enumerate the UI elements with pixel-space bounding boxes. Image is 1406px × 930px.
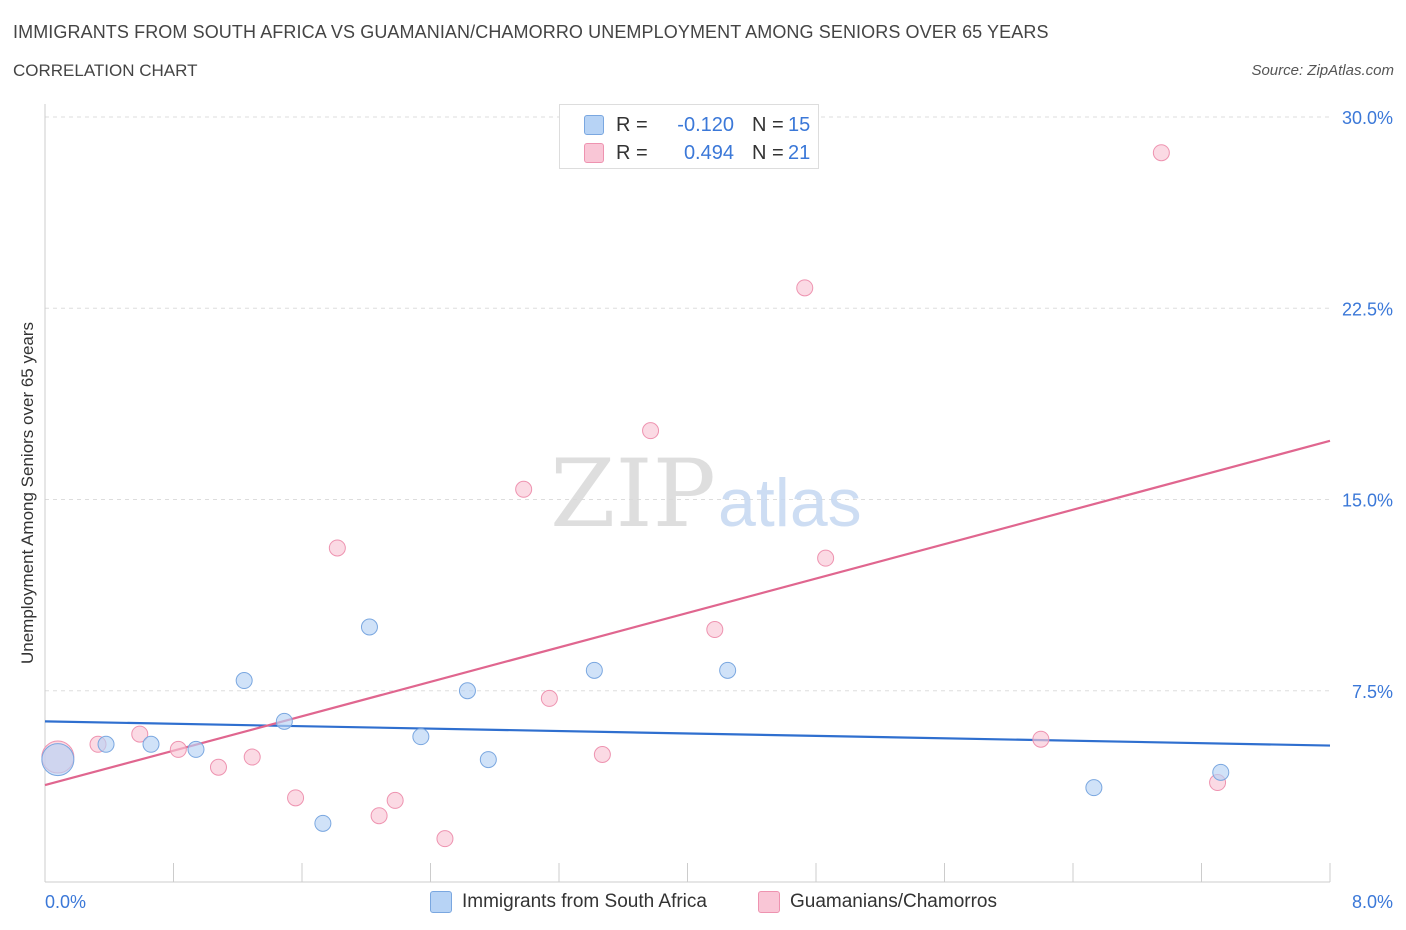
data-point-pink [370,807,388,825]
data-point-blue [1085,779,1103,797]
x-tick-label: 8.0% [1352,892,1393,912]
data-points [41,144,1230,848]
data-point-pink [1032,730,1050,748]
data-point-pink [515,480,533,498]
data-point-pink [386,791,404,809]
data-point-pink [328,539,346,557]
correlation-legend: R = -0.120 N = 15 R = 0.494 N = 21 [559,104,819,169]
legend-r-label: R = [616,141,648,164]
data-point-pink [131,725,149,743]
legend-n-value: 21 [788,141,811,164]
data-point-pink [593,746,611,763]
data-point-pink [540,689,558,707]
data-point-pink [287,789,305,807]
data-point-blue [458,682,476,700]
legend-row-blue: R = -0.120 N = 15 [584,113,810,137]
x-tick-label: 0.0% [45,892,86,912]
watermark-atlas: atlas [718,465,862,541]
data-point-blue [275,712,293,730]
data-point-pink [209,758,227,776]
data-point-blue [187,740,205,758]
data-point-blue [412,728,430,746]
series-label-blue: Immigrants from South Africa [462,891,707,912]
series-legend-blue: Immigrants from South Africa [430,890,707,914]
trend-line-pink [44,439,1331,787]
chart-subtitle: CORRELATION CHART [13,61,198,80]
legend-swatch-blue [584,115,604,135]
watermark: ZIP atlas [550,440,861,549]
chart-title: IMMIGRANTS FROM SOUTH AFRICA VS GUAMANIA… [13,22,1049,42]
data-point-blue [142,735,160,753]
y-tick-label: 7.5% [1352,682,1393,702]
legend-r-label: R = [616,113,648,136]
data-point-pink [169,740,187,758]
legend-n-label: N = [752,141,784,164]
trend-line-blue [44,720,1331,747]
data-point-blue [585,661,603,679]
data-point-pink [1152,144,1170,162]
data-point-pink [436,830,454,848]
y-tick-label: 22.5% [1342,299,1393,319]
y-tick-label: 15.0% [1342,491,1393,511]
series-legend-pink: Guamanians/Chamorros [758,890,997,914]
data-point-pink [642,422,660,440]
legend-n-value: 15 [788,113,811,136]
series-swatch-pink [758,891,780,913]
tick-labels: 7.5% 15.0% 22.5% 30.0% 0.0% 8.0% [45,108,1393,912]
series-swatch-blue [430,891,452,913]
legend-r-value: 0.494 [683,141,734,164]
trend-lines [44,439,1331,787]
y-tick-label: 30.0% [1342,108,1393,128]
watermark-zip: ZIP [550,440,716,549]
data-point-pink [817,549,835,567]
series-label-pink: Guamanians/Chamorros [790,891,997,912]
data-point-blue [41,743,75,777]
data-point-blue [479,751,497,769]
data-point-pink [243,748,261,766]
axes [44,104,1331,883]
data-point-blue [1212,763,1230,781]
data-point-blue [360,618,378,636]
source-label: Source: ZipAtlas.com [1251,62,1394,79]
legend-swatch-pink [584,143,604,163]
data-point-blue [719,661,737,679]
y-axis-label: Unemployment Among Seniors over 65 years [18,321,37,665]
data-point-blue [314,814,332,832]
legend-n-label: N = [752,113,784,136]
data-point-blue [235,672,253,690]
legend-r-value: -0.120 [677,113,734,136]
grid-lines [45,116,1330,692]
data-point-pink [706,621,724,639]
legend-row-pink: R = 0.494 N = 21 [584,141,810,165]
data-point-blue [97,735,115,753]
data-point-pink [796,279,814,297]
